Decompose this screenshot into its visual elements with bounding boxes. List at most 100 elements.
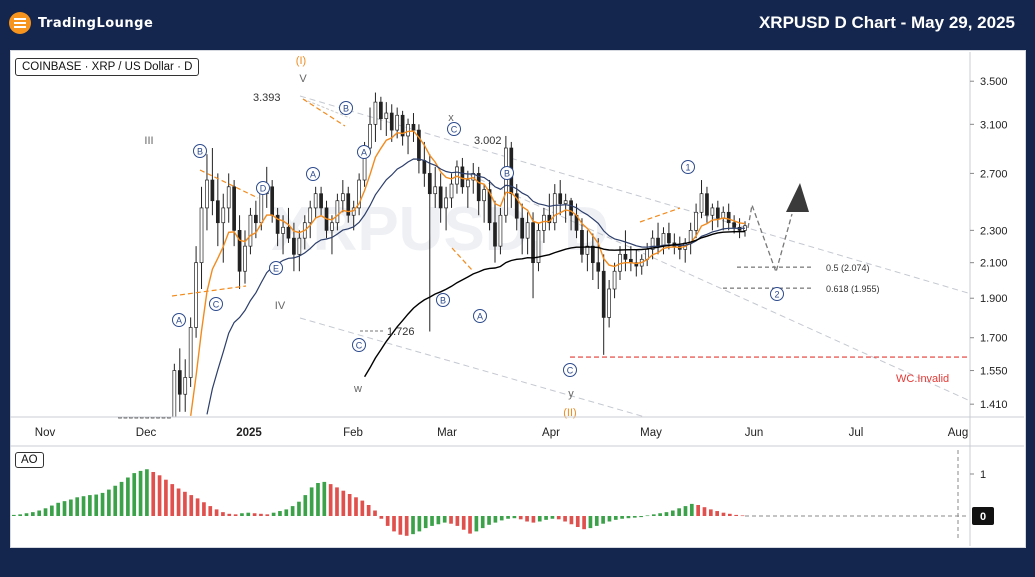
wave-label-text: 2 — [774, 290, 779, 300]
wave-label-text: A — [176, 316, 182, 326]
wave-label-text: V — [299, 73, 307, 85]
candle-body — [661, 233, 666, 247]
candle-body — [183, 377, 188, 395]
x-tick-label: Apr — [542, 427, 560, 439]
ao-bar — [164, 479, 168, 516]
candle-body — [308, 207, 313, 224]
candle-body — [406, 123, 410, 137]
candle-body — [232, 186, 236, 231]
candle-body — [476, 173, 481, 202]
ma-long-line — [364, 230, 746, 378]
x-tick-label: Nov — [35, 427, 56, 439]
ao-bar — [721, 512, 726, 516]
wave-label-circle — [681, 160, 695, 174]
candle-body — [705, 193, 709, 216]
ao-bar — [157, 475, 162, 516]
candle-body — [205, 179, 209, 209]
candle-body — [558, 193, 563, 204]
ao-bar — [493, 516, 498, 523]
wave-label-text: C — [213, 300, 220, 310]
wave-label-circle — [770, 287, 784, 301]
candle-body — [346, 193, 351, 216]
ao-bar — [601, 516, 605, 524]
ao-bar — [202, 502, 206, 516]
candle-body — [172, 370, 177, 418]
candle-body — [694, 211, 698, 231]
candle-body — [215, 200, 220, 224]
candle-body — [623, 253, 628, 260]
ao-bar — [81, 496, 86, 516]
wave-label-text: A — [310, 170, 316, 180]
ao-bar — [588, 516, 593, 529]
ao-bar — [335, 487, 339, 516]
candle-body — [221, 207, 226, 224]
ao-bar — [664, 512, 669, 516]
candle-body — [563, 200, 568, 204]
candle-body — [417, 129, 421, 161]
ao-bar — [138, 470, 143, 516]
ao-bar — [221, 512, 225, 516]
wave-label-text: (I) — [296, 55, 306, 67]
ao-bar — [582, 516, 586, 530]
ao-bar — [145, 469, 149, 516]
candle-body — [411, 123, 416, 131]
candle-body — [732, 222, 736, 228]
ao-bar — [442, 516, 447, 523]
ao-bar — [126, 477, 130, 516]
ao-bar — [246, 512, 251, 516]
invalidation-label: WC.Invalid — [896, 373, 949, 385]
ao-bar — [689, 503, 694, 516]
ao-bar — [132, 473, 137, 516]
ao-bar — [37, 510, 42, 516]
ao-bar — [31, 512, 35, 516]
ao-bar — [740, 515, 745, 517]
wave-label-text: III — [144, 135, 153, 147]
wave-label-text: (II) — [563, 407, 576, 419]
candle-body — [319, 193, 323, 209]
ao-bar — [24, 513, 29, 516]
candle-body — [433, 186, 438, 195]
ao-bar — [613, 516, 618, 520]
ao-bar — [278, 511, 282, 516]
y-tick-label: 1.410 — [980, 399, 1008, 411]
ao-bar — [474, 516, 479, 532]
axes: 3.500 3.100 2.700 2.300 2.100 1.900 1.700 1.550… — [10, 52, 1024, 546]
wave-label-text: w — [353, 383, 362, 395]
candle-body — [618, 253, 622, 272]
ao-bar — [411, 516, 415, 535]
ao-indicator-label: AO — [15, 452, 44, 468]
candle-body — [422, 160, 427, 174]
wave-label-circle — [357, 145, 371, 159]
candle-body — [243, 245, 247, 272]
ao-bar — [651, 514, 656, 516]
candle-body — [254, 214, 258, 224]
price-label-low: 1.726 — [387, 326, 415, 338]
candle-body — [650, 237, 655, 250]
candle-body — [395, 114, 400, 131]
ao-bar — [176, 488, 181, 516]
candle-body — [699, 193, 704, 213]
ao-bar — [683, 506, 688, 516]
ao-bar — [626, 516, 631, 519]
ao-bar — [607, 516, 612, 522]
ao-bar — [734, 514, 739, 516]
ao-bar — [620, 516, 624, 519]
ao-bar — [550, 516, 555, 519]
candle-body — [400, 114, 405, 137]
wave-label-circle — [172, 313, 186, 327]
ao-bar — [499, 516, 504, 521]
ao-bar — [696, 505, 700, 516]
candle-body — [667, 233, 671, 244]
candle-body — [710, 207, 715, 216]
wave-label-text: B — [197, 147, 203, 157]
candle-body — [275, 214, 280, 234]
wave-connector — [302, 98, 346, 127]
wave-label-text: C — [356, 341, 363, 351]
ao-bar — [531, 516, 536, 523]
candle-body — [199, 207, 204, 264]
chart-panel[interactable] — [10, 50, 1026, 548]
ao-bar — [100, 492, 105, 516]
ao-bar — [404, 516, 409, 536]
wave-connector — [451, 247, 473, 271]
